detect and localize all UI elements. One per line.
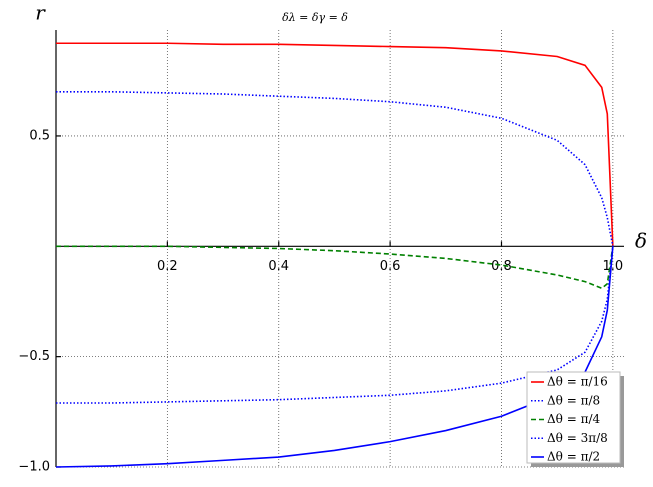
- x-tick-label: 1.0: [603, 259, 624, 274]
- legend-label: Δθ = 3π/8: [547, 431, 608, 445]
- x-tick-label: 0.2: [157, 259, 178, 274]
- data-line: [55, 246, 614, 468]
- x-tick-label: 0.6: [380, 259, 401, 274]
- y-tick-label: 0.5: [29, 128, 50, 143]
- chart-title: δλ = δγ = δ: [282, 11, 348, 24]
- x-tick-label: 0.8: [491, 259, 512, 274]
- x-axis-label: δ: [635, 229, 647, 253]
- data-line: [56, 90, 614, 247]
- legend-label: Δθ = π/16: [547, 375, 608, 389]
- x-tick-label: 0.4: [268, 259, 289, 274]
- legend-label: Δθ = π/4: [547, 412, 601, 426]
- y-axis-label: r: [35, 1, 46, 25]
- legend-label: Δθ = π/2: [547, 450, 600, 464]
- y-tick-label: −1.0: [18, 460, 50, 475]
- legend-box: [526, 371, 621, 464]
- y-tick-label: −0.5: [18, 349, 50, 364]
- legend: Δθ = π/16 Δθ = π/8 Δθ = π/4 Δθ = 3π/8 Δθ = π…: [526, 371, 624, 467]
- data-line: [56, 245, 614, 290]
- data-line: [56, 42, 614, 247]
- legend-label: Δθ = π/8: [547, 393, 600, 407]
